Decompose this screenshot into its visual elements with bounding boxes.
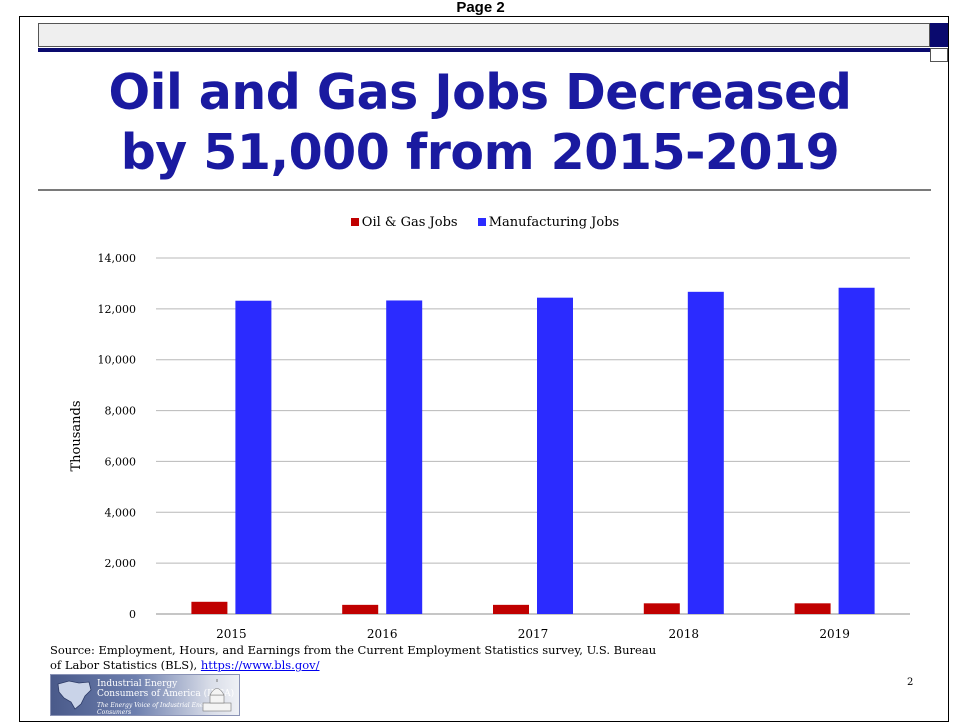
page-caption: Page 2: [456, 0, 505, 16]
x-tick-label: 2017: [518, 627, 549, 641]
bar-manufacturing: [386, 300, 423, 614]
slide-top-line: [38, 48, 930, 52]
bar-manufacturing: [687, 291, 724, 614]
source-link[interactable]: https://www.bls.gov/: [200, 658, 320, 672]
logo-line-1: Industrial Energy: [97, 679, 178, 689]
chart-legend: Oil & Gas Jobs Manufacturing Jobs: [20, 215, 948, 230]
legend-label-oil-gas: Oil & Gas Jobs: [361, 215, 458, 230]
slide-top-bar: [38, 23, 930, 47]
slide: Oil and Gas Jobs Decreased by 51,000 fro…: [19, 16, 949, 722]
y-tick-label: 2,000: [105, 557, 137, 570]
x-tick-label: 2018: [669, 627, 700, 641]
bar-manufacturing: [235, 300, 272, 614]
y-tick-label: 10,000: [98, 354, 137, 367]
corner-box: [930, 48, 948, 62]
title-line-1: Oil and Gas Jobs Decreased: [108, 64, 852, 121]
north-america-map-icon: [57, 680, 92, 710]
legend-item-oil-gas: Oil & Gas Jobs: [350, 215, 458, 230]
bar-oil-gas: [191, 601, 228, 614]
bar-manufacturing: [537, 297, 573, 614]
logo-line-2: Consumers of America (IECA): [97, 689, 235, 699]
y-tick-label: 0: [129, 608, 136, 621]
slide-title: Oil and Gas Jobs Decreased by 51,000 fro…: [50, 63, 910, 183]
title-rule: [38, 189, 931, 191]
bar-oil-gas: [643, 603, 680, 614]
source-note: Source: Employment, Hours, and Earnings …: [50, 643, 670, 673]
y-tick-label: 8,000: [105, 405, 137, 418]
y-tick-label: 14,000: [98, 252, 137, 265]
legend-swatch-oil-gas: [350, 218, 359, 226]
logo-tagline: The Energy Voice of Industrial Energy Co…: [97, 702, 214, 716]
y-tick-label: 6,000: [105, 455, 137, 468]
y-tick-label: 4,000: [105, 506, 137, 519]
x-tick-label: 2019: [819, 627, 850, 641]
capitol-building-icon: [202, 679, 232, 712]
x-tick-label: 2016: [367, 627, 398, 641]
bar-oil-gas: [794, 603, 831, 614]
bar-oil-gas: [342, 604, 379, 614]
corner-block: [930, 23, 948, 47]
bar-oil-gas: [493, 604, 529, 614]
legend-label-manufacturing: Manufacturing Jobs: [488, 215, 620, 230]
bar-manufacturing: [838, 287, 875, 614]
source-text: Source: Employment, Hours, and Earnings …: [50, 643, 657, 672]
ieca-logo: Industrial Energy Consumers of America (…: [50, 674, 240, 716]
legend-item-manufacturing: Manufacturing Jobs: [477, 215, 620, 230]
bar-chart: 0 2,000 4,000 6,000 8,000 10,000 12,000 14,000 2…: [69, 252, 910, 641]
page-number: 2: [907, 677, 914, 688]
title-line-2: by 51,000 from 2015-2019: [120, 124, 840, 181]
x-tick-label: 2015: [216, 627, 247, 641]
y-axis-label: Thousands: [69, 400, 84, 471]
y-tick-label: 12,000: [98, 303, 137, 316]
legend-swatch-manufacturing: [477, 218, 486, 226]
